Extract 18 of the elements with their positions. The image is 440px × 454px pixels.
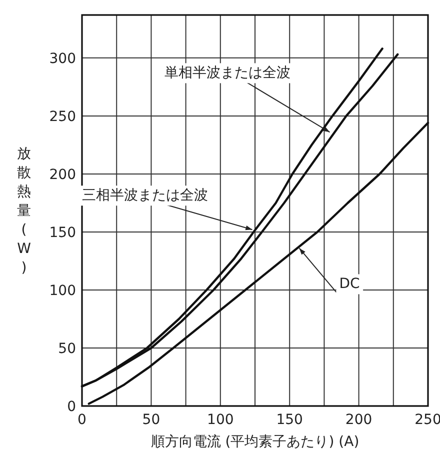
- y-tick-label: 150: [49, 224, 76, 241]
- x-tick-label: 200: [345, 412, 372, 428]
- y-axis-title: 放散熱量(W): [17, 146, 32, 276]
- y-tick-label: 200: [49, 166, 76, 183]
- x-tick-label: 50: [142, 412, 160, 428]
- x-tick-label: 0: [78, 412, 86, 428]
- y-tick-label: 0: [67, 399, 76, 415]
- annotation: 単相半波または全波: [164, 65, 291, 82]
- annotation: DC: [339, 276, 360, 292]
- y-tick-label: 250: [49, 108, 76, 125]
- x-tick-label: 250: [414, 412, 440, 428]
- x-axis-title: 順方向電流 (平均素子あたり) (A): [150, 434, 360, 450]
- y-tick-label: 50: [58, 340, 76, 357]
- x-tick-label: 100: [207, 412, 234, 428]
- y-tick-label: 100: [49, 282, 76, 299]
- y-tick-label: 300: [49, 50, 76, 67]
- annotation: 三相半波または全波: [82, 188, 208, 204]
- x-tick-label: 150: [276, 412, 303, 428]
